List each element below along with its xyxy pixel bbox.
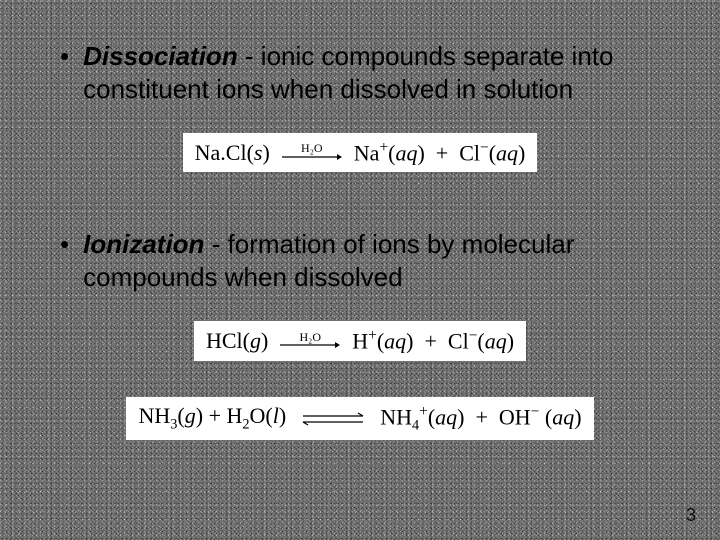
bullet-2: • Ionization - formation of ions by mole… [60, 228, 660, 293]
equation-dissociation: Na.Cl(s) H₂O Na+(aq) + Cl−(aq) [183, 133, 538, 172]
slide-content: • Dissociation - ionic compounds separat… [0, 0, 720, 540]
equation-ionization1: HCl(g) H₂O H+(aq) + Cl−(aq) [194, 321, 526, 360]
equation-ionization2-wrap: NH3(g) + H2O(l) NH4+(aq) + OH− (aq) [60, 387, 660, 467]
page-number: 3 [686, 505, 696, 526]
equation-ionization2: NH3(g) + H2O(l) NH4+(aq) + OH− (aq) [126, 397, 593, 441]
eq3-rhs: NH4+(aq) + OH− (aq) [380, 403, 581, 435]
bullet-dot-icon: • [60, 40, 69, 73]
bullet-1-text: Dissociation - ionic compounds separate … [83, 40, 660, 105]
eq3-lhs: NH3(g) + H2O(l) [138, 403, 286, 433]
eq2-lhs: HCl(g) [206, 328, 268, 354]
equation-ionization1-wrap: HCl(g) H₂O H+(aq) + Cl−(aq) [60, 311, 660, 386]
term-dissociation: Dissociation [83, 41, 238, 71]
bullet-dot-icon: • [60, 228, 69, 261]
equation-dissociation-wrap: Na.Cl(s) H₂O Na+(aq) + Cl−(aq) [60, 123, 660, 198]
eq1-rhs: Na+(aq) + Cl−(aq) [354, 139, 526, 166]
term-ionization: Ionization [83, 229, 204, 259]
bullet-2-text: Ionization - formation of ions by molecu… [83, 228, 660, 293]
arrow-forward-icon: H₂O [282, 143, 342, 162]
eq1-lhs: Na.Cl(s) [195, 140, 270, 166]
eq2-rhs: H+(aq) + Cl−(aq) [352, 327, 514, 354]
bullet-1: • Dissociation - ionic compounds separat… [60, 40, 660, 105]
arrow-forward-icon: H₂O [280, 332, 340, 351]
arrow-equilibrium-icon [298, 411, 368, 427]
